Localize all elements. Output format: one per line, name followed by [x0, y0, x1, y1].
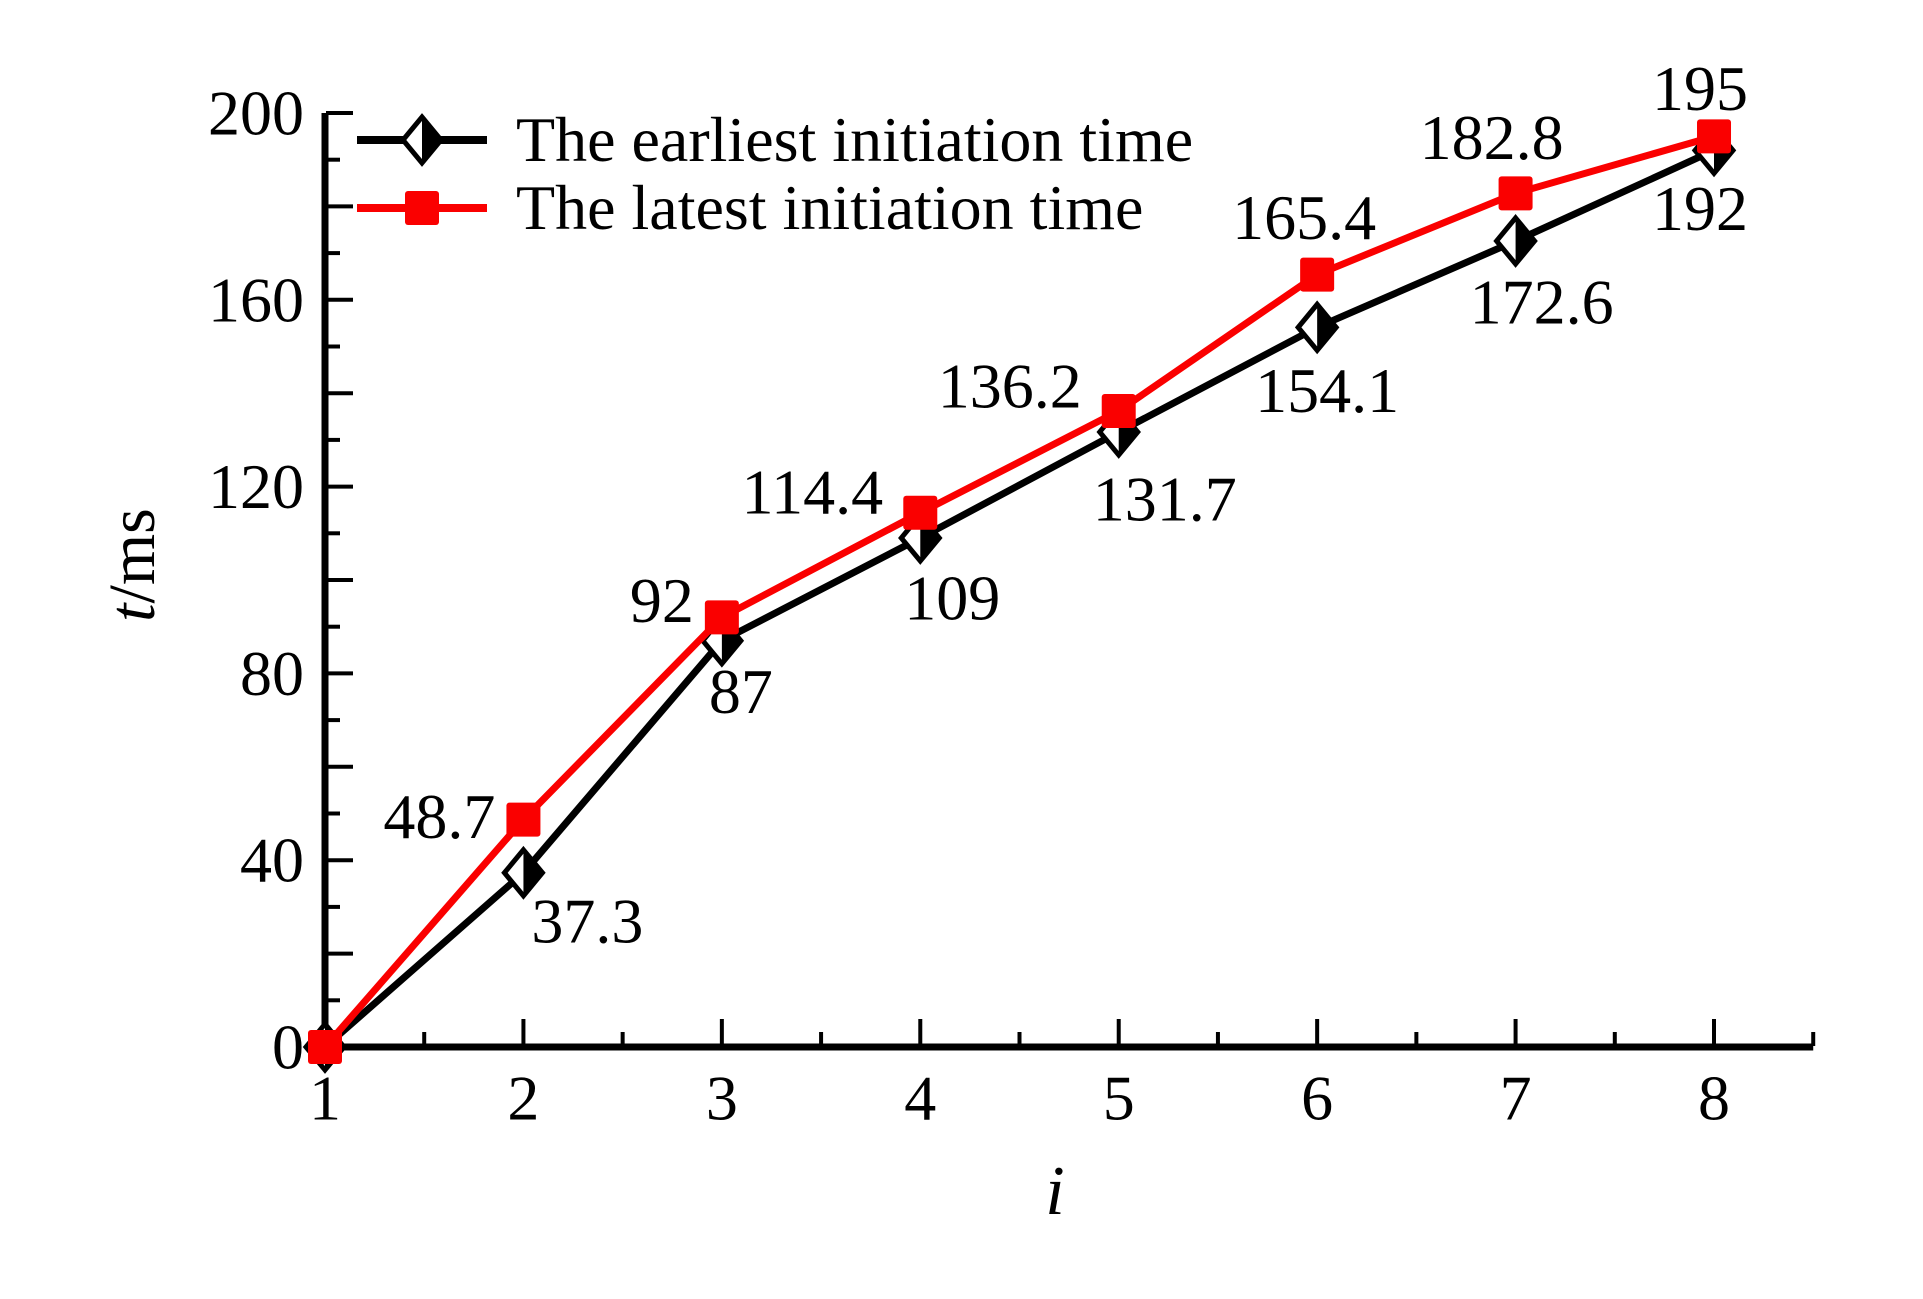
legend-marker-square [405, 191, 439, 225]
point-value-label: 37.3 [531, 885, 643, 956]
x-tick-label: 3 [706, 1063, 738, 1134]
legend-item-latest: The latest initiation time [357, 174, 1193, 242]
data-point-marker-square [1498, 176, 1533, 211]
x-tick-label: 5 [1103, 1063, 1135, 1134]
data-point-marker-square [1101, 393, 1136, 428]
data-point-marker-square [704, 600, 739, 635]
y-tick-label: 40 [240, 825, 304, 896]
x-axis-title: i [1045, 1153, 1065, 1230]
x-tick-label: 6 [1301, 1063, 1333, 1134]
data-point-marker-half-diamond [1294, 300, 1340, 355]
point-value-label: 172.6 [1470, 266, 1614, 337]
data-point-marker-square [308, 1030, 342, 1064]
x-tick-label: 2 [507, 1063, 539, 1134]
y-axis-title-symbol: t [96, 603, 169, 622]
earliest-series-sample [357, 113, 487, 167]
y-axis-title-unit: /ms [96, 508, 169, 604]
point-value-label: 182.8 [1420, 102, 1564, 173]
legend-item-earliest: The earliest initiation time [357, 106, 1193, 174]
point-value-label: 192 [1652, 173, 1748, 244]
x-tick-label: 7 [1500, 1063, 1532, 1134]
latest-series-sample [357, 191, 487, 225]
data-point-marker-half-diamond [1493, 214, 1538, 268]
data-point-marker-half-diamond [501, 845, 546, 900]
legend-label-latest: The latest initiation time [516, 172, 1144, 243]
legend: The earliest initiation time The latest … [357, 106, 1193, 242]
point-value-label: 114.4 [741, 456, 883, 527]
point-value-label: 109 [904, 562, 1000, 633]
point-value-label: 136.2 [938, 350, 1082, 421]
point-value-label: 165.4 [1232, 182, 1376, 253]
x-tick-label: 4 [904, 1063, 936, 1134]
data-point-marker-square [1697, 119, 1732, 154]
series-latest [308, 119, 1732, 1064]
y-tick-label: 160 [208, 264, 304, 335]
y-tick-label: 80 [240, 638, 304, 709]
data-point-marker-square [903, 495, 938, 530]
x-tick-label: 8 [1698, 1063, 1730, 1134]
point-value-label: 87 [709, 656, 773, 727]
y-tick-label: 200 [208, 78, 304, 149]
series-line [322, 132, 1715, 1050]
y-tick-label: 120 [208, 451, 304, 522]
legend-label-earliest: The earliest initiation time [516, 104, 1194, 175]
data-point-marker-square [506, 802, 541, 837]
x-tick-label: 1 [309, 1063, 341, 1134]
data-point-marker-square [1300, 257, 1335, 292]
point-value-label: 154.1 [1255, 355, 1399, 426]
y-tick-label: 0 [272, 1012, 304, 1083]
point-value-label: 195 [1652, 53, 1748, 124]
series-line [322, 147, 1716, 1050]
point-value-label: 92 [630, 565, 694, 636]
point-value-label: 48.7 [383, 781, 495, 852]
point-value-label: 131.7 [1093, 463, 1237, 534]
y-axis-title: t/ms [96, 508, 169, 622]
